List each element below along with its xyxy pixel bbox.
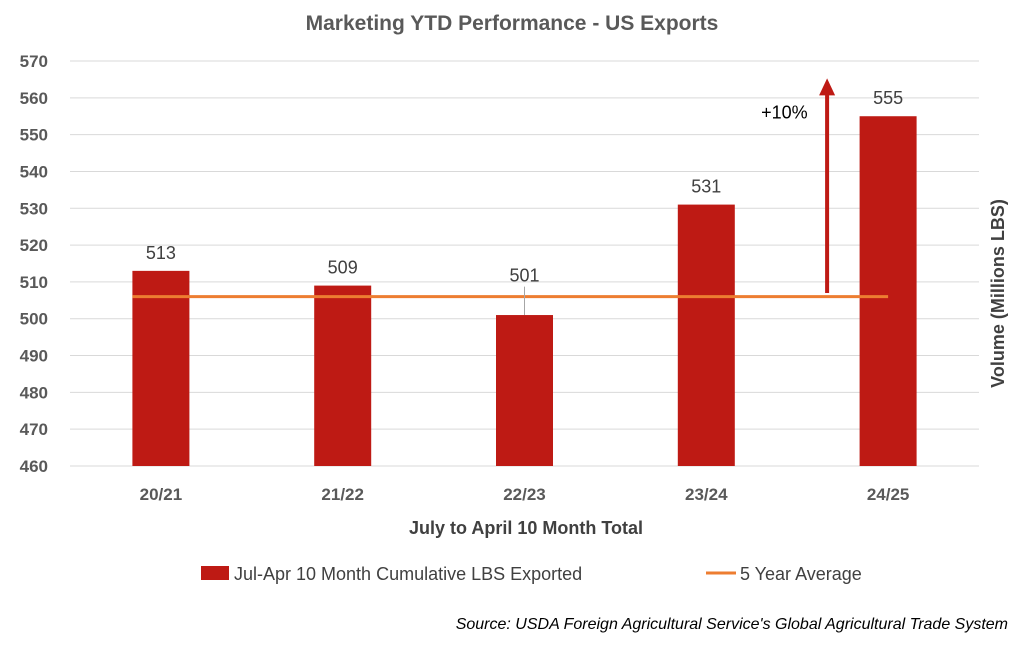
bar	[677, 204, 735, 466]
bar	[132, 270, 190, 466]
chart-title: Marketing YTD Performance - US Exports	[306, 12, 719, 35]
y-tick-label: 570	[20, 52, 48, 71]
x-tick-label: 21/22	[321, 485, 364, 504]
data-label: 501	[509, 266, 539, 286]
y-tick-labels: 460 470 480 490 500 510 520 530 540 550 560 570	[20, 52, 48, 476]
data-label: 513	[146, 243, 176, 263]
data-label: 555	[873, 88, 903, 108]
annotation-label: +10%	[761, 103, 808, 123]
data-label: 509	[328, 258, 358, 278]
bar	[496, 315, 553, 466]
y-axis-title: Volume (Millions LBS)	[988, 199, 1008, 388]
legend: Jul-Apr 10 Month Cumulative LBS Exported…	[201, 564, 862, 584]
y-tick-label: 460	[20, 457, 48, 476]
x-tick-label: 22/23	[503, 485, 546, 504]
bar	[314, 285, 372, 466]
y-tick-label: 480	[20, 383, 48, 402]
x-tick-label: 23/24	[685, 485, 728, 504]
x-axis-title: July to April 10 Month Total	[409, 518, 643, 538]
y-tick-label: 530	[20, 199, 48, 218]
data-label: 531	[691, 177, 721, 197]
annotation-arrow-head	[819, 78, 836, 96]
y-tick-label: 560	[20, 89, 48, 108]
legend-label-bars: Jul-Apr 10 Month Cumulative LBS Exported	[234, 564, 582, 584]
x-tick-label: 24/25	[867, 485, 910, 504]
source-note: Source: USDA Foreign Agricultural Servic…	[456, 616, 1008, 633]
y-tick-label: 540	[20, 162, 48, 181]
x-tick-label: 20/21	[140, 485, 183, 504]
y-tick-label: 520	[20, 236, 48, 255]
y-tick-label: 470	[20, 420, 48, 439]
legend-label-line: 5 Year Average	[740, 564, 862, 584]
data-labels: 513 509 501 531 555	[146, 88, 903, 316]
bar	[859, 116, 917, 467]
legend-swatch-bars	[201, 566, 229, 580]
y-tick-label: 550	[20, 126, 48, 145]
y-tick-label: 500	[20, 310, 48, 329]
growth-annotation: +10%	[761, 78, 836, 293]
bar-series	[132, 116, 917, 467]
y-tick-label: 490	[20, 347, 48, 366]
x-tick-labels: 20/21 21/22 22/23 23/24 24/25	[140, 485, 910, 504]
y-tick-label: 510	[20, 273, 48, 292]
